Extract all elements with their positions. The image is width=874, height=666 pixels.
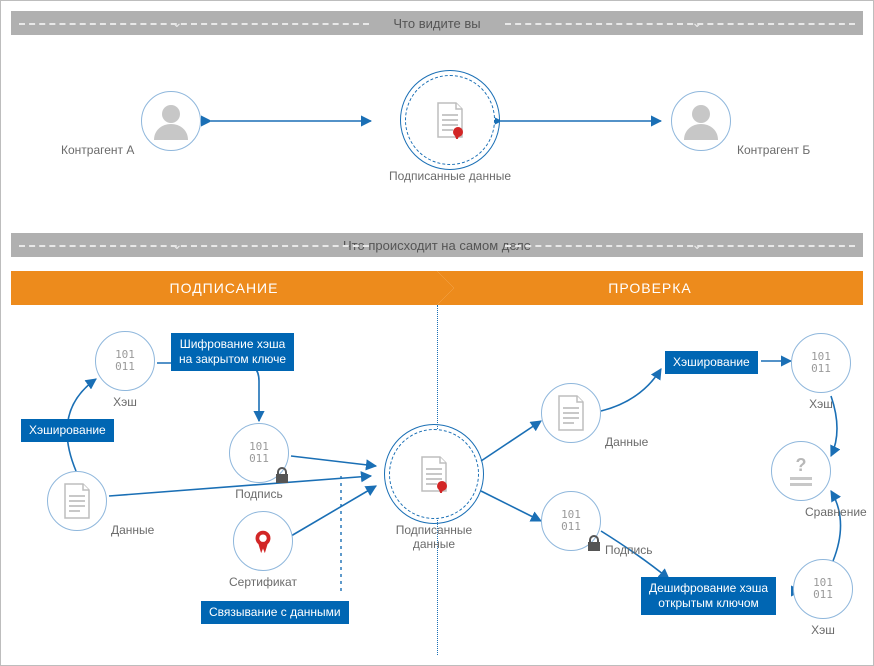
avatar-a-icon xyxy=(141,91,201,151)
verify-data-label: Данные xyxy=(605,435,648,449)
hash-icon: 101 011 xyxy=(791,333,851,393)
node-sign-signature: 101 011 Подпись xyxy=(229,423,289,501)
tag-sign-bind: Связывание с данными xyxy=(201,601,349,624)
sign-data-label: Данные xyxy=(111,523,154,537)
banner-mid: ⌄⌄ Что происходит на самом деле xyxy=(11,233,863,257)
node-sign-hash: 101 011 Хэш xyxy=(95,331,155,409)
node-signed-top: Подписанные данные xyxy=(389,75,511,183)
banner-top-text: Что видите вы xyxy=(393,16,480,31)
node-agent-a xyxy=(141,91,201,151)
hash-icon: 101 011 xyxy=(95,331,155,391)
verify-hash-top-label: Хэш xyxy=(791,397,851,411)
signature-icon: 101 011 xyxy=(541,491,601,551)
phase-verify: ПРОВЕРКА xyxy=(437,271,863,305)
tag-sign-encrypt: Шифрование хэша на закрытом ключе xyxy=(171,333,294,371)
signed-top-icon xyxy=(405,75,495,165)
tag-verify-hashing: Хэширование xyxy=(665,351,758,374)
doc-icon xyxy=(47,471,107,531)
signed-top-label: Подписанные данные xyxy=(389,169,511,183)
node-agent-b xyxy=(671,91,731,151)
node-signed-center: Подписанные данные xyxy=(389,429,479,551)
verify-compare-label: Сравнение xyxy=(805,505,867,519)
agent-a-label: Контрагент А xyxy=(61,143,134,157)
doc-icon xyxy=(541,383,601,443)
hash-icon: 101 011 xyxy=(793,559,853,619)
node-sign-cert: Сертификат xyxy=(229,511,297,589)
signed-center-label: Подписанные данные xyxy=(389,523,479,551)
cert-icon xyxy=(233,511,293,571)
node-sign-data xyxy=(47,471,107,531)
node-verify-hash-top: 101 011 Хэш xyxy=(791,333,851,411)
phase-bar: ПОДПИСАНИЕ ПРОВЕРКА xyxy=(11,271,863,305)
node-verify-hash-bot: 101 011 Хэш xyxy=(793,559,853,637)
sign-cert-label: Сертификат xyxy=(229,575,297,589)
signed-center-icon xyxy=(389,429,479,519)
banner-mid-text: Что происходит на самом деле xyxy=(343,238,531,253)
banner-top: ⌄⌄ Что видите вы xyxy=(11,11,863,35)
sign-hash-label: Хэш xyxy=(95,395,155,409)
verify-signature-label: Подпись xyxy=(605,543,653,557)
verify-hash-bot-label: Хэш xyxy=(793,623,853,637)
sign-signature-label: Подпись xyxy=(229,487,289,501)
tag-sign-hashing: Хэширование xyxy=(21,419,114,442)
node-verify-signature: 101 011 xyxy=(541,491,601,551)
node-verify-data xyxy=(541,383,601,443)
node-verify-compare: ? xyxy=(771,441,831,501)
phase-sign: ПОДПИСАНИЕ xyxy=(11,271,437,305)
tag-verify-decrypt: Дешифрование хэша открытым ключом xyxy=(641,577,776,615)
agent-b-label: Контрагент Б xyxy=(737,143,810,157)
avatar-b-icon xyxy=(671,91,731,151)
compare-icon: ? xyxy=(771,441,831,501)
signature-icon: 101 011 xyxy=(229,423,289,483)
